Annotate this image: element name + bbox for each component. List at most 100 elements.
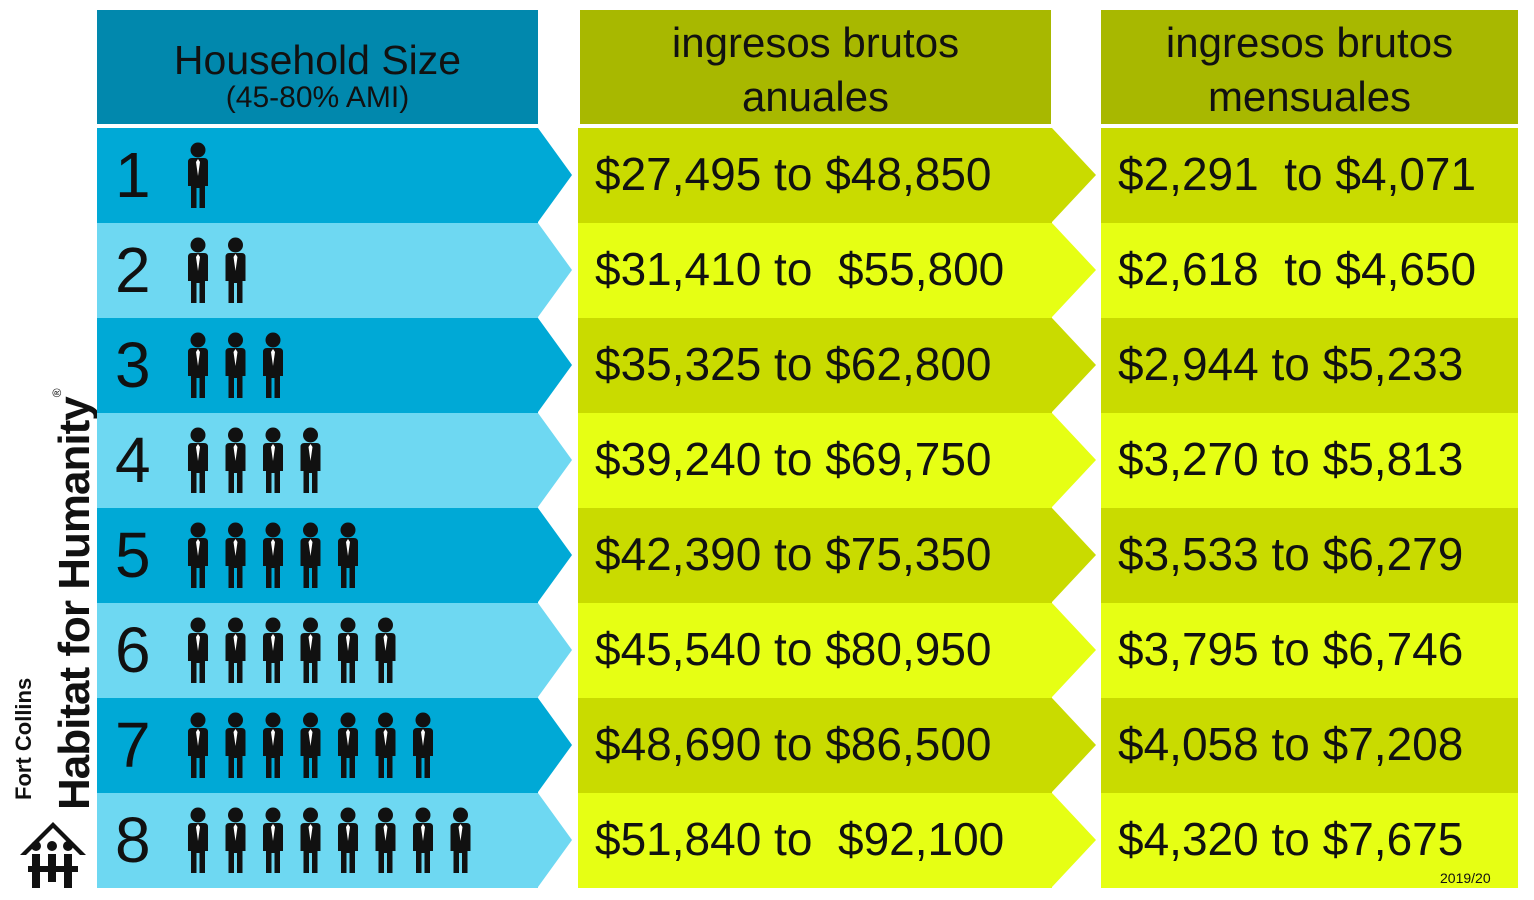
people-icons: [188, 617, 396, 683]
monthly-income-value: $4,320 to $7,675: [1118, 813, 1464, 865]
arrow-right-icon: [1052, 508, 1096, 602]
annual-income-value: $31,410 to $55,800: [595, 243, 1005, 295]
arrow-right-icon: [1052, 793, 1096, 887]
annual-income-cell: $35,325 to $62,800: [578, 318, 1052, 413]
person-icon: [263, 712, 283, 778]
person-icon: [263, 522, 283, 588]
annual-income-cell: $48,690 to $86,500: [578, 698, 1052, 793]
annual-income-value: $45,540 to $80,950: [595, 623, 992, 675]
habitat-logo: Fort Collins Habitat for Humanity®: [0, 120, 99, 888]
table-row: 5 $42,390 to $75,350 $3,533 to $6,279: [0, 508, 1534, 603]
monthly-income-cell: $2,944 to $5,233: [1101, 318, 1518, 413]
table-row: 2 $31,410 to $55,800 $2,618 to $4,650: [0, 223, 1534, 318]
person-icon: [188, 807, 208, 873]
household-size-number: 6: [115, 614, 151, 686]
household-size-cell: 8: [97, 793, 538, 888]
monthly-income-value: $3,270 to $5,813: [1118, 433, 1464, 485]
household-size-header: Household Size (45-80% AMI): [97, 10, 538, 124]
monthly-income-cell: $3,270 to $5,813: [1101, 413, 1518, 508]
person-icon: [188, 427, 208, 493]
annual-income-value: $39,240 to $69,750: [595, 433, 992, 485]
household-size-number: 1: [115, 139, 151, 211]
person-icon: [225, 332, 246, 398]
person-icon: [225, 807, 246, 873]
monthly-income-cell: $4,058 to $7,208: [1101, 698, 1518, 793]
annual-income-cell: $31,410 to $55,800: [578, 223, 1052, 318]
table-row: 3 $35,325 to $62,800 $2,944 to $5,233: [0, 318, 1534, 413]
arrow-right-icon: [538, 128, 572, 222]
household-size-cell: 4: [97, 413, 538, 508]
person-icon: [188, 522, 208, 588]
year-label: 2019/20: [1440, 870, 1491, 886]
household-size-number: 8: [115, 804, 151, 876]
monthly-income-title-line2: mensuales: [1207, 73, 1412, 120]
monthly-income-value: $3,795 to $6,746: [1118, 623, 1464, 675]
monthly-income-value: $3,533 to $6,279: [1118, 528, 1464, 580]
household-size-number: 2: [115, 234, 151, 306]
annual-income-title-line1: ingresos brutos: [671, 19, 960, 66]
person-icon: [188, 712, 208, 778]
household-size-number: 7: [115, 709, 151, 781]
people-icons: [188, 522, 358, 588]
monthly-income-value: $4,058 to $7,208: [1118, 718, 1464, 770]
person-icon: [338, 617, 358, 683]
annual-income-value: $42,390 to $75,350: [595, 528, 992, 580]
monthly-income-title-line1: ingresos brutos: [1165, 19, 1454, 66]
arrow-right-icon: [1052, 603, 1096, 697]
arrow-right-icon: [1052, 698, 1096, 792]
annual-income-cell: $27,495 to $48,850: [578, 128, 1052, 223]
person-icon: [188, 142, 208, 208]
household-size-subtitle: (45-80% AMI): [225, 81, 410, 114]
person-icon: [263, 332, 283, 398]
arrow-right-icon: [1052, 413, 1096, 507]
household-size-number: 5: [115, 519, 151, 591]
person-icon: [338, 522, 358, 588]
annual-income-cell: $42,390 to $75,350: [578, 508, 1052, 603]
person-icon: [263, 617, 283, 683]
person-icon: [188, 332, 208, 398]
people-icons: [188, 712, 433, 778]
person-icon: [225, 427, 246, 493]
table-row: 1 $27,495 to $48,850 $2,291 to $4,071: [0, 128, 1534, 223]
person-icon: [188, 237, 208, 303]
monthly-income-value: $2,618 to $4,650: [1118, 243, 1477, 295]
monthly-income-value: $2,944 to $5,233: [1118, 338, 1464, 390]
person-icon: [413, 712, 433, 778]
household-size-cell: 3: [97, 318, 538, 413]
arrow-right-icon: [538, 508, 572, 602]
monthly-income-cell: $4,320 to $7,675: [1101, 793, 1518, 888]
household-size-title: Household Size: [173, 37, 462, 83]
table-row: 4 $39,240 to $69,750 $3,270 to $5,813: [0, 413, 1534, 508]
table-row: 6 $45,540 to $80,950 $3,795 to $6,746: [0, 603, 1534, 698]
person-icon: [263, 807, 283, 873]
person-icon: [225, 522, 246, 588]
household-size-cell: 1: [97, 128, 538, 223]
person-icon: [450, 807, 471, 873]
person-icon: [375, 807, 396, 873]
person-icon: [300, 807, 321, 873]
monthly-income-cell: $3,795 to $6,746: [1101, 603, 1518, 698]
household-size-number: 3: [115, 329, 151, 401]
household-size-cell: 6: [97, 603, 538, 698]
people-icons: [188, 142, 208, 208]
monthly-income-cell: $3,533 to $6,279: [1101, 508, 1518, 603]
person-icon: [225, 617, 246, 683]
person-icon: [375, 617, 396, 683]
monthly-income-cell: $2,618 to $4,650: [1101, 223, 1518, 318]
person-icon: [300, 617, 321, 683]
person-icon: [225, 237, 246, 303]
annual-income-value: $35,325 to $62,800: [595, 338, 992, 390]
person-icon: [413, 807, 433, 873]
person-icon: [300, 522, 321, 588]
monthly-income-header: ingresos brutos mensuales: [1101, 10, 1518, 124]
monthly-income-cell: $2,291 to $4,071: [1101, 128, 1518, 223]
person-icon: [338, 712, 358, 778]
person-icon: [338, 807, 358, 873]
arrow-right-icon: [538, 698, 572, 792]
person-icon: [263, 427, 283, 493]
arrow-right-icon: [538, 413, 572, 507]
person-icon: [375, 712, 396, 778]
monthly-income-value: $2,291 to $4,071: [1118, 148, 1477, 200]
household-size-cell: 5: [97, 508, 538, 603]
annual-income-value: $48,690 to $86,500: [595, 718, 992, 770]
